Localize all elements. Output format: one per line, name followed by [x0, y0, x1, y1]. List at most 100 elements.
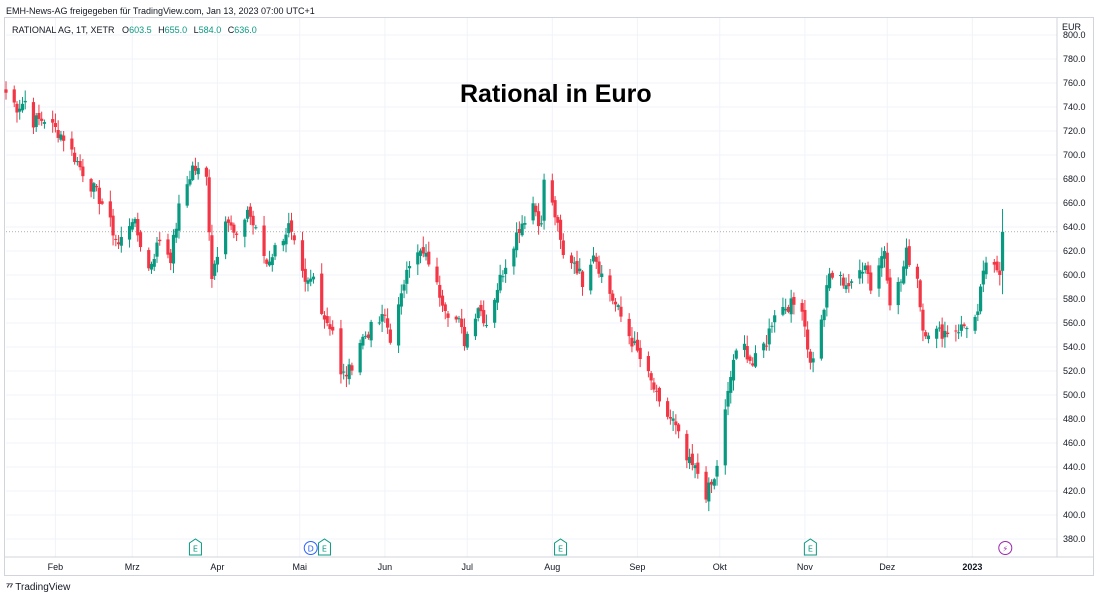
candle: [976, 303, 980, 322]
candle-body: [281, 240, 285, 246]
candle-body: [666, 401, 670, 417]
candle: [915, 263, 920, 289]
candle: [424, 244, 428, 261]
candle-body: [331, 326, 335, 331]
candle-body: [62, 135, 66, 141]
candle-body: [15, 103, 19, 113]
news-event-marker[interactable]: ⚡: [998, 541, 1013, 555]
candle-body: [235, 233, 239, 235]
candle: [580, 270, 585, 296]
earnings-event-marker[interactable]: E: [803, 538, 817, 556]
candle-body: [690, 453, 694, 466]
candle: [152, 253, 156, 272]
candle: [635, 332, 640, 353]
candle-body: [31, 102, 36, 128]
candle-body: [127, 226, 132, 240]
candle: [984, 256, 988, 280]
candle-body: [364, 335, 368, 337]
candle-body: [97, 187, 101, 204]
candle: [23, 90, 27, 110]
candle-body: [973, 316, 977, 331]
x-tick-label: Mai: [292, 562, 307, 572]
candle: [904, 238, 909, 276]
candle: [921, 303, 925, 342]
candle: [342, 363, 346, 380]
candle: [204, 166, 209, 186]
candle-body: [635, 339, 640, 351]
candle: [677, 422, 681, 439]
candle: [440, 289, 445, 313]
candle-body: [171, 234, 176, 264]
candle-body: [37, 112, 41, 119]
candle: [690, 444, 694, 471]
candle: [863, 262, 867, 274]
candle: [377, 316, 381, 326]
candle: [657, 386, 661, 407]
candle-body: [147, 250, 151, 269]
candle: [215, 247, 219, 273]
candle-body: [946, 332, 950, 334]
candle: [896, 277, 900, 315]
candle: [902, 260, 906, 285]
candle: [281, 238, 285, 252]
candle-body: [482, 310, 486, 324]
candle-body: [896, 282, 900, 306]
x-tick-label: Jun: [378, 562, 393, 572]
candle: [224, 216, 228, 260]
candle-body: [827, 273, 832, 289]
candle-body: [921, 309, 925, 331]
candle: [59, 130, 63, 142]
candle-body: [709, 481, 714, 485]
candle: [73, 147, 77, 165]
candle: [185, 176, 189, 208]
candle: [995, 255, 999, 273]
candle-body: [303, 268, 307, 282]
earnings-event-marker[interactable]: E: [554, 538, 568, 556]
candle: [454, 315, 458, 323]
candle-body: [753, 353, 758, 367]
candle-body: [133, 219, 137, 224]
candle-body: [75, 161, 79, 163]
candle-body: [196, 168, 200, 175]
candle: [147, 247, 151, 271]
candle: [811, 351, 815, 373]
candle-body: [158, 239, 162, 242]
candle-body: [550, 180, 554, 203]
earnings-event-marker[interactable]: E: [188, 538, 202, 556]
candle-body: [822, 309, 826, 321]
candle-body: [427, 251, 431, 265]
candle-body: [287, 223, 291, 234]
candle: [97, 180, 101, 215]
candle: [462, 318, 467, 351]
candle-body: [380, 314, 384, 322]
candle-body: [465, 333, 469, 348]
candle: [858, 259, 862, 285]
candle-body: [904, 247, 909, 269]
tradingview-brand[interactable]: ⁷⁷ TradingView: [6, 582, 70, 593]
candle: [666, 397, 670, 420]
candle: [4, 81, 8, 100]
candle-body: [399, 293, 403, 307]
y-tick-label: 460.0: [1063, 438, 1086, 448]
candle-body: [136, 219, 140, 236]
earnings-event-marker[interactable]: E: [317, 538, 331, 556]
dividend-event-marker[interactable]: D: [303, 541, 318, 555]
candle-body: [383, 314, 387, 316]
candle-body: [849, 281, 854, 283]
candle: [169, 248, 173, 271]
candle-body: [12, 89, 16, 103]
candle: [446, 310, 450, 327]
candle: [591, 247, 596, 264]
candle-body: [226, 219, 230, 223]
candle: [784, 298, 788, 314]
candle-body: [515, 232, 519, 251]
candle-body: [539, 223, 543, 225]
candle-body: [517, 229, 521, 233]
candle: [627, 313, 631, 345]
candle: [369, 319, 373, 348]
candle: [918, 278, 922, 312]
candle-body: [729, 376, 733, 393]
candle-body: [73, 152, 77, 162]
candle: [284, 228, 288, 253]
